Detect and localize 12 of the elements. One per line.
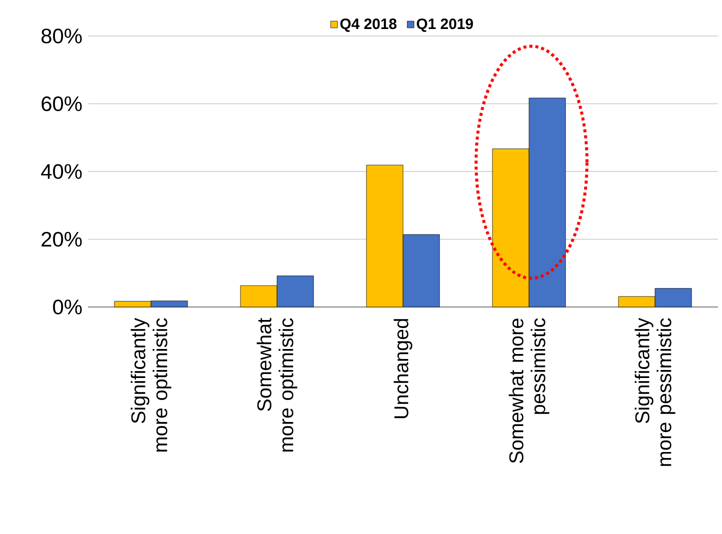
y-tick-label: 80% [42, 28, 82, 44]
legend-label: Q1 2019 [416, 18, 473, 32]
x-tick-label: Somewhat more optimistic [256, 318, 298, 452]
x-tick-label: Unchanged [394, 319, 412, 418]
legend-label: Q4 2018 [340, 18, 397, 32]
y-tick-label: 40% [41, 164, 82, 179]
y-tick-label: 20% [42, 232, 82, 247]
x-tick-label: Somewhat more pessimistic [508, 318, 550, 464]
y-tick-label: 60% [42, 96, 82, 112]
x-tick-label: Significantly more pessimistic [634, 318, 676, 466]
y-tick-label: 0% [53, 300, 82, 314]
x-tick-label: Significantly more optimistic [130, 318, 172, 452]
